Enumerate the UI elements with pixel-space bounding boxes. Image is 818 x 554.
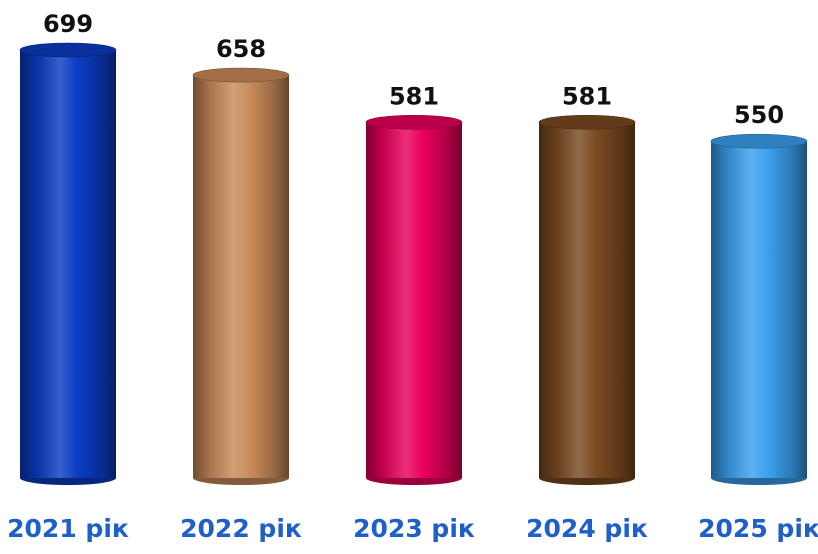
category-label: 2023 рік bbox=[353, 514, 475, 543]
bar-1 bbox=[19, 42, 117, 485]
bar-2 bbox=[192, 67, 290, 485]
bar-body bbox=[539, 122, 635, 479]
category-label: 2021 рік bbox=[7, 514, 129, 543]
category-labels-layer: 2021 рік 2022 рік 2023 рік 2024 рік 2025 рік bbox=[7, 514, 818, 543]
bar-top bbox=[192, 67, 290, 83]
bar-body bbox=[20, 50, 116, 478]
data-label: 699 bbox=[43, 10, 93, 38]
category-label: 2025 рік bbox=[698, 514, 818, 543]
bar-body bbox=[193, 75, 289, 478]
bar-top bbox=[710, 133, 808, 149]
bar-4 bbox=[538, 114, 636, 485]
bar-3 bbox=[365, 114, 463, 485]
data-label: 581 bbox=[389, 82, 439, 110]
bar-5 bbox=[710, 133, 808, 485]
bar-top bbox=[538, 114, 636, 130]
category-label: 2024 рік bbox=[526, 514, 648, 543]
category-label: 2022 рік bbox=[180, 514, 302, 543]
data-label: 658 bbox=[216, 35, 266, 63]
bar-top bbox=[365, 114, 463, 130]
bar-top bbox=[19, 42, 117, 58]
bar-body bbox=[711, 141, 807, 478]
bar-body bbox=[366, 122, 462, 479]
data-label: 550 bbox=[734, 101, 784, 129]
data-labels-layer: 699 658 581 581 550 bbox=[43, 10, 784, 129]
bars-layer bbox=[19, 42, 808, 485]
data-label: 581 bbox=[562, 82, 612, 110]
